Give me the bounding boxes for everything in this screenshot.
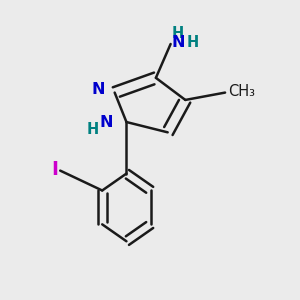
Text: H: H [86,122,99,137]
Text: I: I [51,160,58,178]
Text: CH₃: CH₃ [228,84,255,99]
Text: N: N [99,115,112,130]
Text: H: H [187,35,199,50]
Text: N: N [171,35,185,50]
Text: H: H [172,26,184,41]
Text: N: N [92,82,105,97]
